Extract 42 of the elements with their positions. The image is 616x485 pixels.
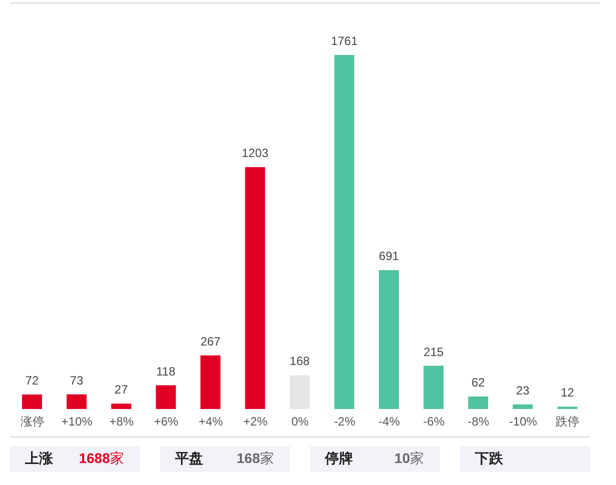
bar bbox=[22, 394, 42, 409]
data-label: 62 bbox=[471, 376, 486, 390]
text: 平盘 168家 bbox=[175, 450, 274, 466]
data-label: 23 bbox=[516, 383, 530, 398]
x-tick-label: +10% bbox=[61, 414, 93, 429]
x-tick-label: -6% bbox=[423, 414, 445, 429]
data-label: 267 bbox=[200, 334, 221, 348]
x-tick-label: 跌停 bbox=[556, 414, 580, 429]
data-label: 27 bbox=[114, 382, 128, 397]
bar bbox=[290, 375, 310, 409]
bar bbox=[66, 394, 87, 409]
x-tick-label: -4% bbox=[378, 414, 400, 429]
x-tick-label: 0% bbox=[291, 414, 309, 429]
bar bbox=[424, 366, 444, 409]
x-tick-label: +8% bbox=[109, 414, 134, 429]
bar bbox=[156, 385, 176, 409]
data-label: 12 bbox=[560, 386, 574, 400]
data-label: 691 bbox=[378, 249, 400, 264]
data-label: 168 bbox=[290, 354, 310, 368]
data-label: 1203 bbox=[242, 146, 269, 160]
text: 停牌 10家 bbox=[325, 450, 424, 466]
bar bbox=[334, 55, 354, 409]
data-label: 73 bbox=[70, 373, 84, 388]
x-tick-label: -8% bbox=[468, 414, 490, 429]
data-label: 72 bbox=[25, 374, 39, 388]
bar bbox=[512, 404, 533, 409]
bar bbox=[468, 396, 488, 409]
x-tick-label: -2% bbox=[334, 414, 356, 429]
x-tick-label: 涨停 bbox=[20, 414, 44, 429]
bar bbox=[245, 167, 266, 409]
bar bbox=[200, 355, 220, 409]
bar bbox=[111, 404, 132, 409]
data-label: 1761 bbox=[330, 34, 358, 48]
data-label: 118 bbox=[156, 364, 176, 378]
bar bbox=[378, 270, 399, 409]
text: 上涨 1688家 bbox=[25, 450, 124, 466]
x-tick-label: +2% bbox=[243, 414, 268, 429]
x-tick-label: -10% bbox=[509, 414, 538, 429]
x-tick-label: +6% bbox=[154, 414, 179, 429]
data-label: 215 bbox=[424, 344, 444, 359]
text: 下跌 bbox=[475, 450, 503, 468]
x-tick-label: +4% bbox=[198, 414, 224, 429]
